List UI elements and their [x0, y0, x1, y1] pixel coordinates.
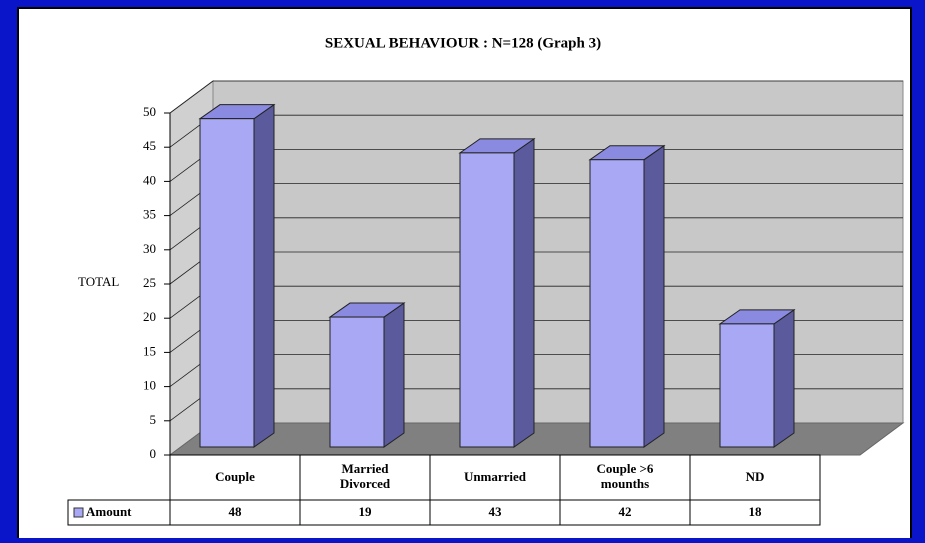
- data-label: 18: [749, 504, 763, 519]
- grid-line: [169, 80, 214, 114]
- bar: [199, 118, 255, 448]
- y-tick-label: 0: [150, 446, 157, 461]
- y-tick-label: 25: [143, 275, 156, 290]
- y-tick-label: 15: [143, 343, 156, 358]
- y-tick-label: 40: [143, 172, 156, 187]
- bar: [589, 159, 645, 448]
- x-tick-label: Married Divorced: [340, 461, 391, 491]
- legend-swatch: [73, 507, 84, 518]
- legend-label: Amount: [86, 504, 132, 519]
- bar-side: [253, 103, 275, 448]
- y-tick-label: 10: [143, 378, 156, 393]
- chart-title: SEXUAL BEHAVIOUR : N=128 (Graph 3): [325, 35, 601, 51]
- data-label: 48: [229, 504, 243, 519]
- y-tick-label: 20: [143, 309, 156, 324]
- bar: [719, 323, 775, 448]
- bar-side: [773, 308, 795, 448]
- bar-side: [643, 144, 665, 448]
- x-tick-label: Couple: [215, 469, 255, 484]
- data-label: 19: [359, 504, 373, 519]
- x-tick-label: ND: [746, 469, 765, 484]
- bar-side: [513, 137, 535, 448]
- bar: [459, 152, 515, 448]
- data-label: 42: [619, 504, 632, 519]
- y-tick-label: 45: [143, 138, 156, 153]
- x-tick-label: Unmarried: [464, 469, 527, 484]
- y-tick-label: 50: [143, 104, 156, 119]
- x-tick-label: Couple >6 mounths: [597, 461, 654, 491]
- y-tick-label: 35: [143, 207, 156, 222]
- y-tick-label: 30: [143, 241, 156, 256]
- data-label: 43: [489, 504, 503, 519]
- bar-side: [383, 302, 405, 448]
- table-frame: [169, 454, 821, 526]
- y-tick-label: 5: [150, 412, 157, 427]
- bar: [329, 316, 385, 448]
- y-axis-label: TOTAL: [78, 274, 119, 289]
